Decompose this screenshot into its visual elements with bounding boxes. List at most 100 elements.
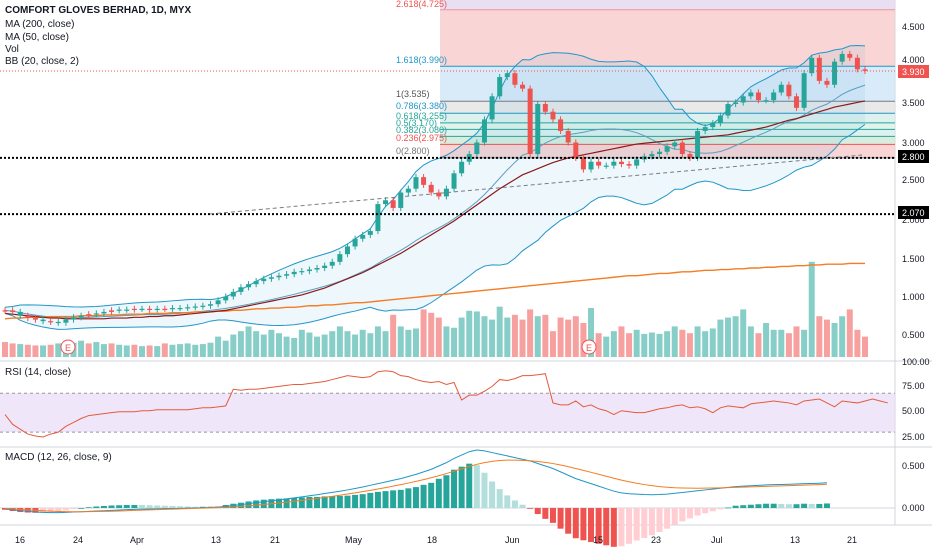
volume-bar	[177, 344, 184, 357]
candle-body	[32, 318, 38, 320]
volume-bar	[725, 317, 732, 357]
rsi-axis-label: 100.00	[902, 357, 930, 367]
macd-histogram-bar	[237, 502, 244, 508]
volume-bar	[40, 345, 47, 357]
volume-bar	[131, 344, 138, 357]
volume-bar	[138, 346, 145, 357]
macd-histogram-bar	[306, 496, 313, 508]
bb-lower	[4, 123, 866, 330]
volume-bar	[412, 328, 419, 357]
legend-bb: BB (20, close, 2)	[5, 56, 79, 67]
volume-bar	[656, 333, 663, 357]
earnings-marker[interactable]	[60, 339, 76, 355]
candle-body	[809, 57, 815, 74]
fib-extension-zone	[440, 0, 895, 10]
last-price-label: 3.930	[902, 67, 925, 77]
earnings-marker[interactable]	[581, 339, 597, 355]
candle-body	[603, 165, 609, 167]
macd-histogram-bar	[808, 503, 815, 508]
candle-body	[679, 142, 685, 155]
volume-bar	[382, 331, 389, 357]
macd-histogram-bar	[747, 504, 754, 508]
candle-body	[55, 321, 61, 324]
macd-histogram-bar	[154, 505, 161, 508]
volume-bar	[108, 343, 115, 357]
macd-histogram-bar	[542, 508, 549, 519]
candle-body	[101, 311, 107, 314]
volume-bar	[78, 340, 85, 357]
macd-histogram-bar	[511, 500, 518, 508]
overlay-lines	[0, 70, 895, 216]
candle-body	[86, 314, 92, 316]
candle-body	[527, 88, 533, 155]
volume-bar	[839, 316, 846, 357]
candle-body	[824, 80, 830, 85]
rsi-axis-label: 75.00	[902, 381, 925, 391]
macd-histogram-bar	[352, 494, 359, 508]
macd-histogram-bar	[260, 499, 267, 508]
volume-bar	[633, 329, 640, 357]
macd-histogram-bar	[138, 504, 145, 508]
macd-histogram-bar	[100, 505, 107, 508]
candle-body	[131, 308, 137, 311]
ma50-line	[4, 100, 866, 320]
volume-bar	[862, 336, 868, 357]
level-label-2800: 2.800	[902, 152, 925, 162]
volume-bar	[496, 306, 503, 357]
macd-histogram-bar	[823, 503, 830, 508]
time-axis-label: Jun	[505, 535, 520, 545]
candle-body	[618, 161, 624, 165]
volume-bar	[161, 343, 168, 357]
volume-bar	[801, 329, 808, 357]
volume-bar	[481, 316, 488, 357]
candle-body	[710, 123, 716, 128]
candle-body	[413, 177, 419, 189]
volume-bar	[519, 319, 526, 357]
time-axis-label: 21	[270, 535, 280, 545]
volume-bar	[336, 326, 343, 357]
candle-body	[550, 111, 556, 120]
macd-histogram-bar	[648, 508, 655, 536]
candle-body	[154, 308, 160, 311]
volume-bar	[184, 343, 191, 357]
volume-bar	[329, 331, 336, 357]
macd-histogram-bar	[725, 507, 732, 509]
macd-histogram-bar	[47, 508, 54, 513]
candle-body	[109, 310, 115, 312]
candle-body	[367, 231, 373, 235]
candle-body	[306, 269, 312, 272]
candle-body	[238, 287, 244, 292]
volume-bar	[473, 311, 480, 357]
candle-body	[352, 238, 358, 247]
volume-bar	[215, 336, 222, 357]
macd-histogram-bar	[382, 491, 389, 508]
macd-histogram-bar	[793, 504, 800, 508]
volume-bar	[116, 344, 123, 357]
candle-body	[291, 271, 297, 275]
candle-body	[717, 115, 723, 124]
candle-body	[474, 142, 480, 155]
candle-body	[497, 77, 503, 97]
candle-body	[588, 161, 594, 170]
candle-body	[284, 274, 290, 276]
volume-bar	[747, 326, 754, 357]
macd-histogram-bar	[420, 484, 427, 508]
fib-zone	[440, 113, 895, 123]
volume-bar	[314, 336, 321, 357]
volume-bar	[428, 312, 435, 357]
macd-histogram-bar	[801, 503, 808, 508]
macd-histogram-bar	[557, 508, 564, 529]
macd-histogram-bar	[321, 496, 328, 508]
macd-histogram-bar	[55, 508, 62, 512]
macd-axis-label: 0.000	[902, 503, 925, 513]
volume-bar	[253, 331, 260, 357]
macd-histogram-bar	[778, 503, 785, 508]
volume-bar	[275, 333, 282, 357]
volume-bar	[47, 344, 54, 357]
candle-body	[436, 192, 442, 197]
candle-body	[794, 96, 800, 108]
candle-body	[535, 104, 541, 155]
macd-histogram-bar	[618, 508, 625, 547]
volume-bar	[100, 344, 107, 357]
